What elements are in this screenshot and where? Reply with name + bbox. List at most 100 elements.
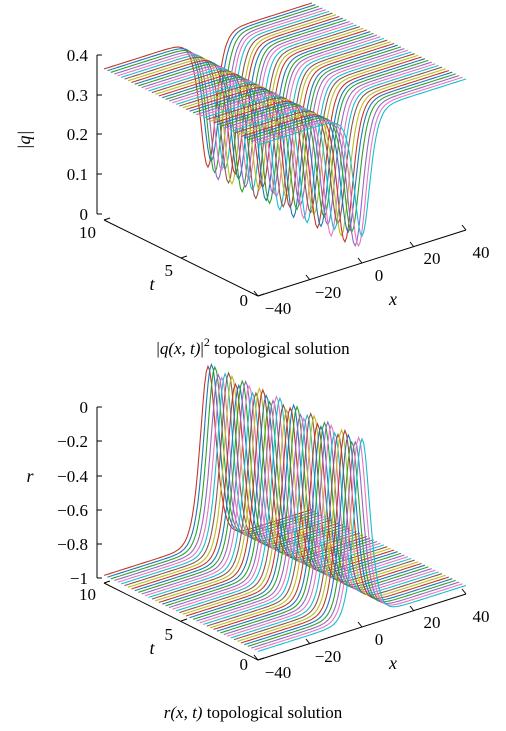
q-t-axis-label: t bbox=[149, 274, 155, 294]
surface-mesh-line bbox=[110, 365, 319, 580]
surface-mesh-line bbox=[203, 51, 412, 224]
surface-mesh-line bbox=[120, 372, 330, 585]
surface-mesh-line bbox=[213, 56, 422, 230]
surface-mesh-line bbox=[192, 405, 402, 620]
surface-mesh-line bbox=[179, 39, 388, 208]
surface-mesh-line bbox=[151, 26, 361, 200]
surface-mesh-line bbox=[124, 371, 333, 587]
surface-mesh-line bbox=[141, 379, 350, 595]
surface-mesh-line bbox=[196, 413, 405, 622]
surface-mesh-line bbox=[240, 69, 450, 244]
r-t-tick bbox=[180, 618, 188, 622]
r-x-tick-label: −20 bbox=[315, 647, 342, 666]
surface-mesh-line bbox=[203, 413, 412, 625]
surface-mesh-line bbox=[107, 363, 316, 578]
q-t-tick-label: 10 bbox=[79, 223, 96, 242]
q-caption-var: q bbox=[160, 339, 169, 358]
surface-mesh-line bbox=[168, 399, 378, 609]
surface-mesh-line bbox=[251, 440, 460, 649]
r-t-tick-label: 0 bbox=[240, 655, 249, 674]
surface-mesh-line bbox=[185, 406, 395, 617]
surface-mesh-line bbox=[131, 382, 340, 590]
q-t-tick-label: 0 bbox=[240, 291, 249, 310]
q-z-tick-label: 0.3 bbox=[67, 86, 88, 105]
q-x-tick bbox=[305, 274, 311, 281]
q-x-tick-label: 40 bbox=[473, 243, 490, 262]
surface-mesh-line bbox=[172, 395, 381, 610]
surface-mesh-line bbox=[127, 374, 337, 588]
r-x-tick-label: −40 bbox=[265, 663, 292, 682]
surface-mesh-line bbox=[244, 71, 453, 234]
q-z-tick-label: 0.1 bbox=[67, 165, 88, 184]
q-z-tick-label: 0.4 bbox=[67, 46, 89, 65]
surface-mesh-line bbox=[244, 433, 453, 646]
r-x-tick bbox=[461, 588, 467, 595]
q-x-tick bbox=[253, 290, 259, 297]
surface-mesh-line bbox=[162, 31, 371, 202]
surface-mesh-line bbox=[165, 32, 374, 205]
surface-mesh-line bbox=[223, 420, 432, 636]
surface-mesh-line bbox=[179, 403, 388, 614]
surface-mesh-line bbox=[247, 440, 456, 647]
surface-mesh-line bbox=[209, 414, 419, 629]
surface-mesh-line bbox=[185, 42, 395, 209]
surface-mesh-line bbox=[138, 19, 347, 194]
r-surface-mesh bbox=[103, 363, 467, 652]
r-caption: r(x, t) topological solution bbox=[164, 703, 343, 722]
surface-mesh-line bbox=[230, 64, 439, 231]
r-z-tick-label: −0.8 bbox=[57, 535, 88, 554]
surface-mesh-line bbox=[155, 386, 364, 602]
r-t-tick-label: 10 bbox=[79, 585, 96, 604]
r-z-tick-label: 0 bbox=[80, 398, 89, 417]
surface-mesh-line bbox=[213, 422, 422, 631]
r-x-tick-label: 20 bbox=[424, 613, 441, 632]
surface-mesh-line bbox=[134, 383, 343, 592]
surface-mesh-line bbox=[165, 400, 374, 607]
q-caption-args: (x, t) bbox=[168, 339, 200, 358]
surface-mesh-line bbox=[114, 373, 323, 582]
surface-mesh-line bbox=[199, 49, 408, 220]
surface-mesh-line bbox=[240, 428, 450, 644]
r-x-tick bbox=[409, 605, 415, 612]
r-x-tick-label: 40 bbox=[473, 607, 490, 626]
r-z-tick-label: −1 bbox=[70, 569, 88, 588]
r-z-axis-label: r bbox=[26, 466, 34, 486]
q-caption: |q(x, t)|2 topological solution bbox=[156, 335, 350, 358]
surface-mesh-line bbox=[141, 20, 350, 189]
surface-mesh-line bbox=[237, 68, 446, 237]
q-x-tick-label: −40 bbox=[265, 299, 292, 318]
r-t-tick bbox=[103, 580, 111, 584]
q-x-tick bbox=[357, 257, 363, 264]
surface-mesh-line bbox=[189, 44, 398, 219]
r-x-tick bbox=[357, 621, 363, 628]
q-x-tick bbox=[461, 224, 467, 231]
q-x-tick bbox=[409, 241, 415, 248]
surface-mesh-line bbox=[175, 396, 385, 612]
q-x-tick-label: 20 bbox=[424, 249, 441, 268]
r-x-tick-label: 0 bbox=[375, 630, 384, 649]
q-z-tick-label: 0.2 bbox=[67, 125, 88, 144]
surface-mesh-line bbox=[162, 394, 371, 605]
surface-mesh-line bbox=[175, 37, 385, 212]
surface-mesh-line bbox=[206, 411, 415, 627]
surface-mesh-line bbox=[114, 7, 323, 181]
surface-mesh-line bbox=[199, 417, 408, 624]
r-caption-rest: topological solution bbox=[202, 703, 342, 722]
r-z-tick-label: −0.6 bbox=[57, 501, 88, 520]
r-x-tick bbox=[253, 654, 259, 661]
surface-mesh-line bbox=[148, 391, 357, 598]
q-x-axis-label: x bbox=[388, 289, 397, 309]
surface-mesh-line bbox=[230, 431, 439, 639]
surface-mesh-line bbox=[206, 53, 415, 214]
surface-mesh-line bbox=[168, 34, 378, 195]
surface-mesh-line bbox=[151, 391, 361, 600]
surface-mesh-line bbox=[220, 59, 429, 219]
q-t-tick bbox=[103, 217, 111, 221]
q-t-tick-label: 5 bbox=[165, 261, 174, 280]
q-caption-bar: | bbox=[156, 339, 159, 358]
surface-mesh-line bbox=[220, 420, 429, 634]
surface-mesh-line bbox=[103, 2, 313, 169]
surface-mesh-line bbox=[144, 384, 354, 597]
surface-mesh-line bbox=[127, 14, 337, 186]
